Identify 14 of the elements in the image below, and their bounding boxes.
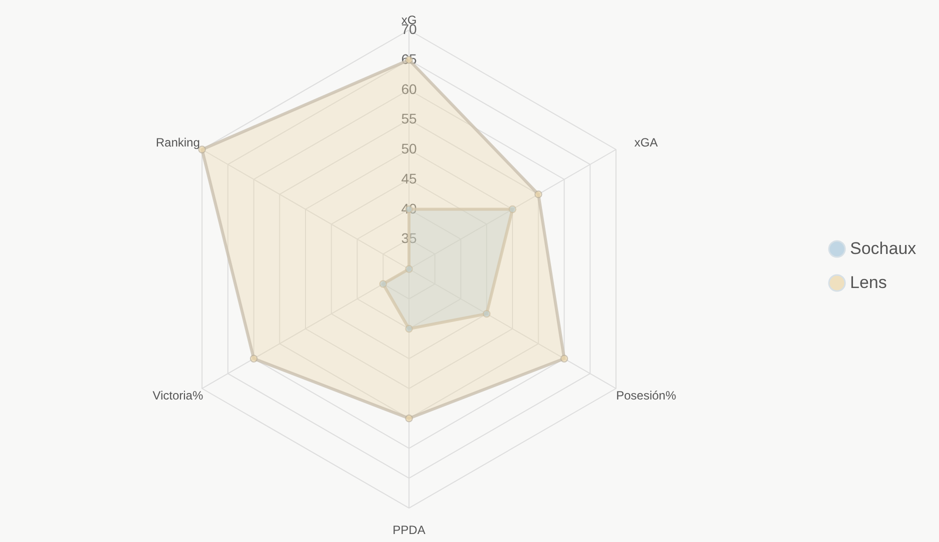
y-tick-label: 60 (401, 80, 417, 97)
y-tick-label: 55 (401, 110, 417, 127)
spoke-label: Ranking (156, 136, 200, 150)
spoke-label: xGA (634, 136, 658, 150)
y-tick-label: 65 (401, 50, 417, 67)
y-tick-label: 40 (401, 200, 417, 216)
legend-label: Sochaux (850, 239, 917, 258)
y-tick-label: 35 (401, 230, 417, 246)
spoke-label: PPDA (392, 523, 426, 537)
y-tick-label: 50 (401, 140, 417, 156)
y-tick-label: 45 (401, 170, 417, 186)
legend-label: Lens (850, 273, 887, 292)
spoke-label: Victoria% (152, 388, 204, 402)
spoke-label: Posesión% (616, 388, 676, 402)
